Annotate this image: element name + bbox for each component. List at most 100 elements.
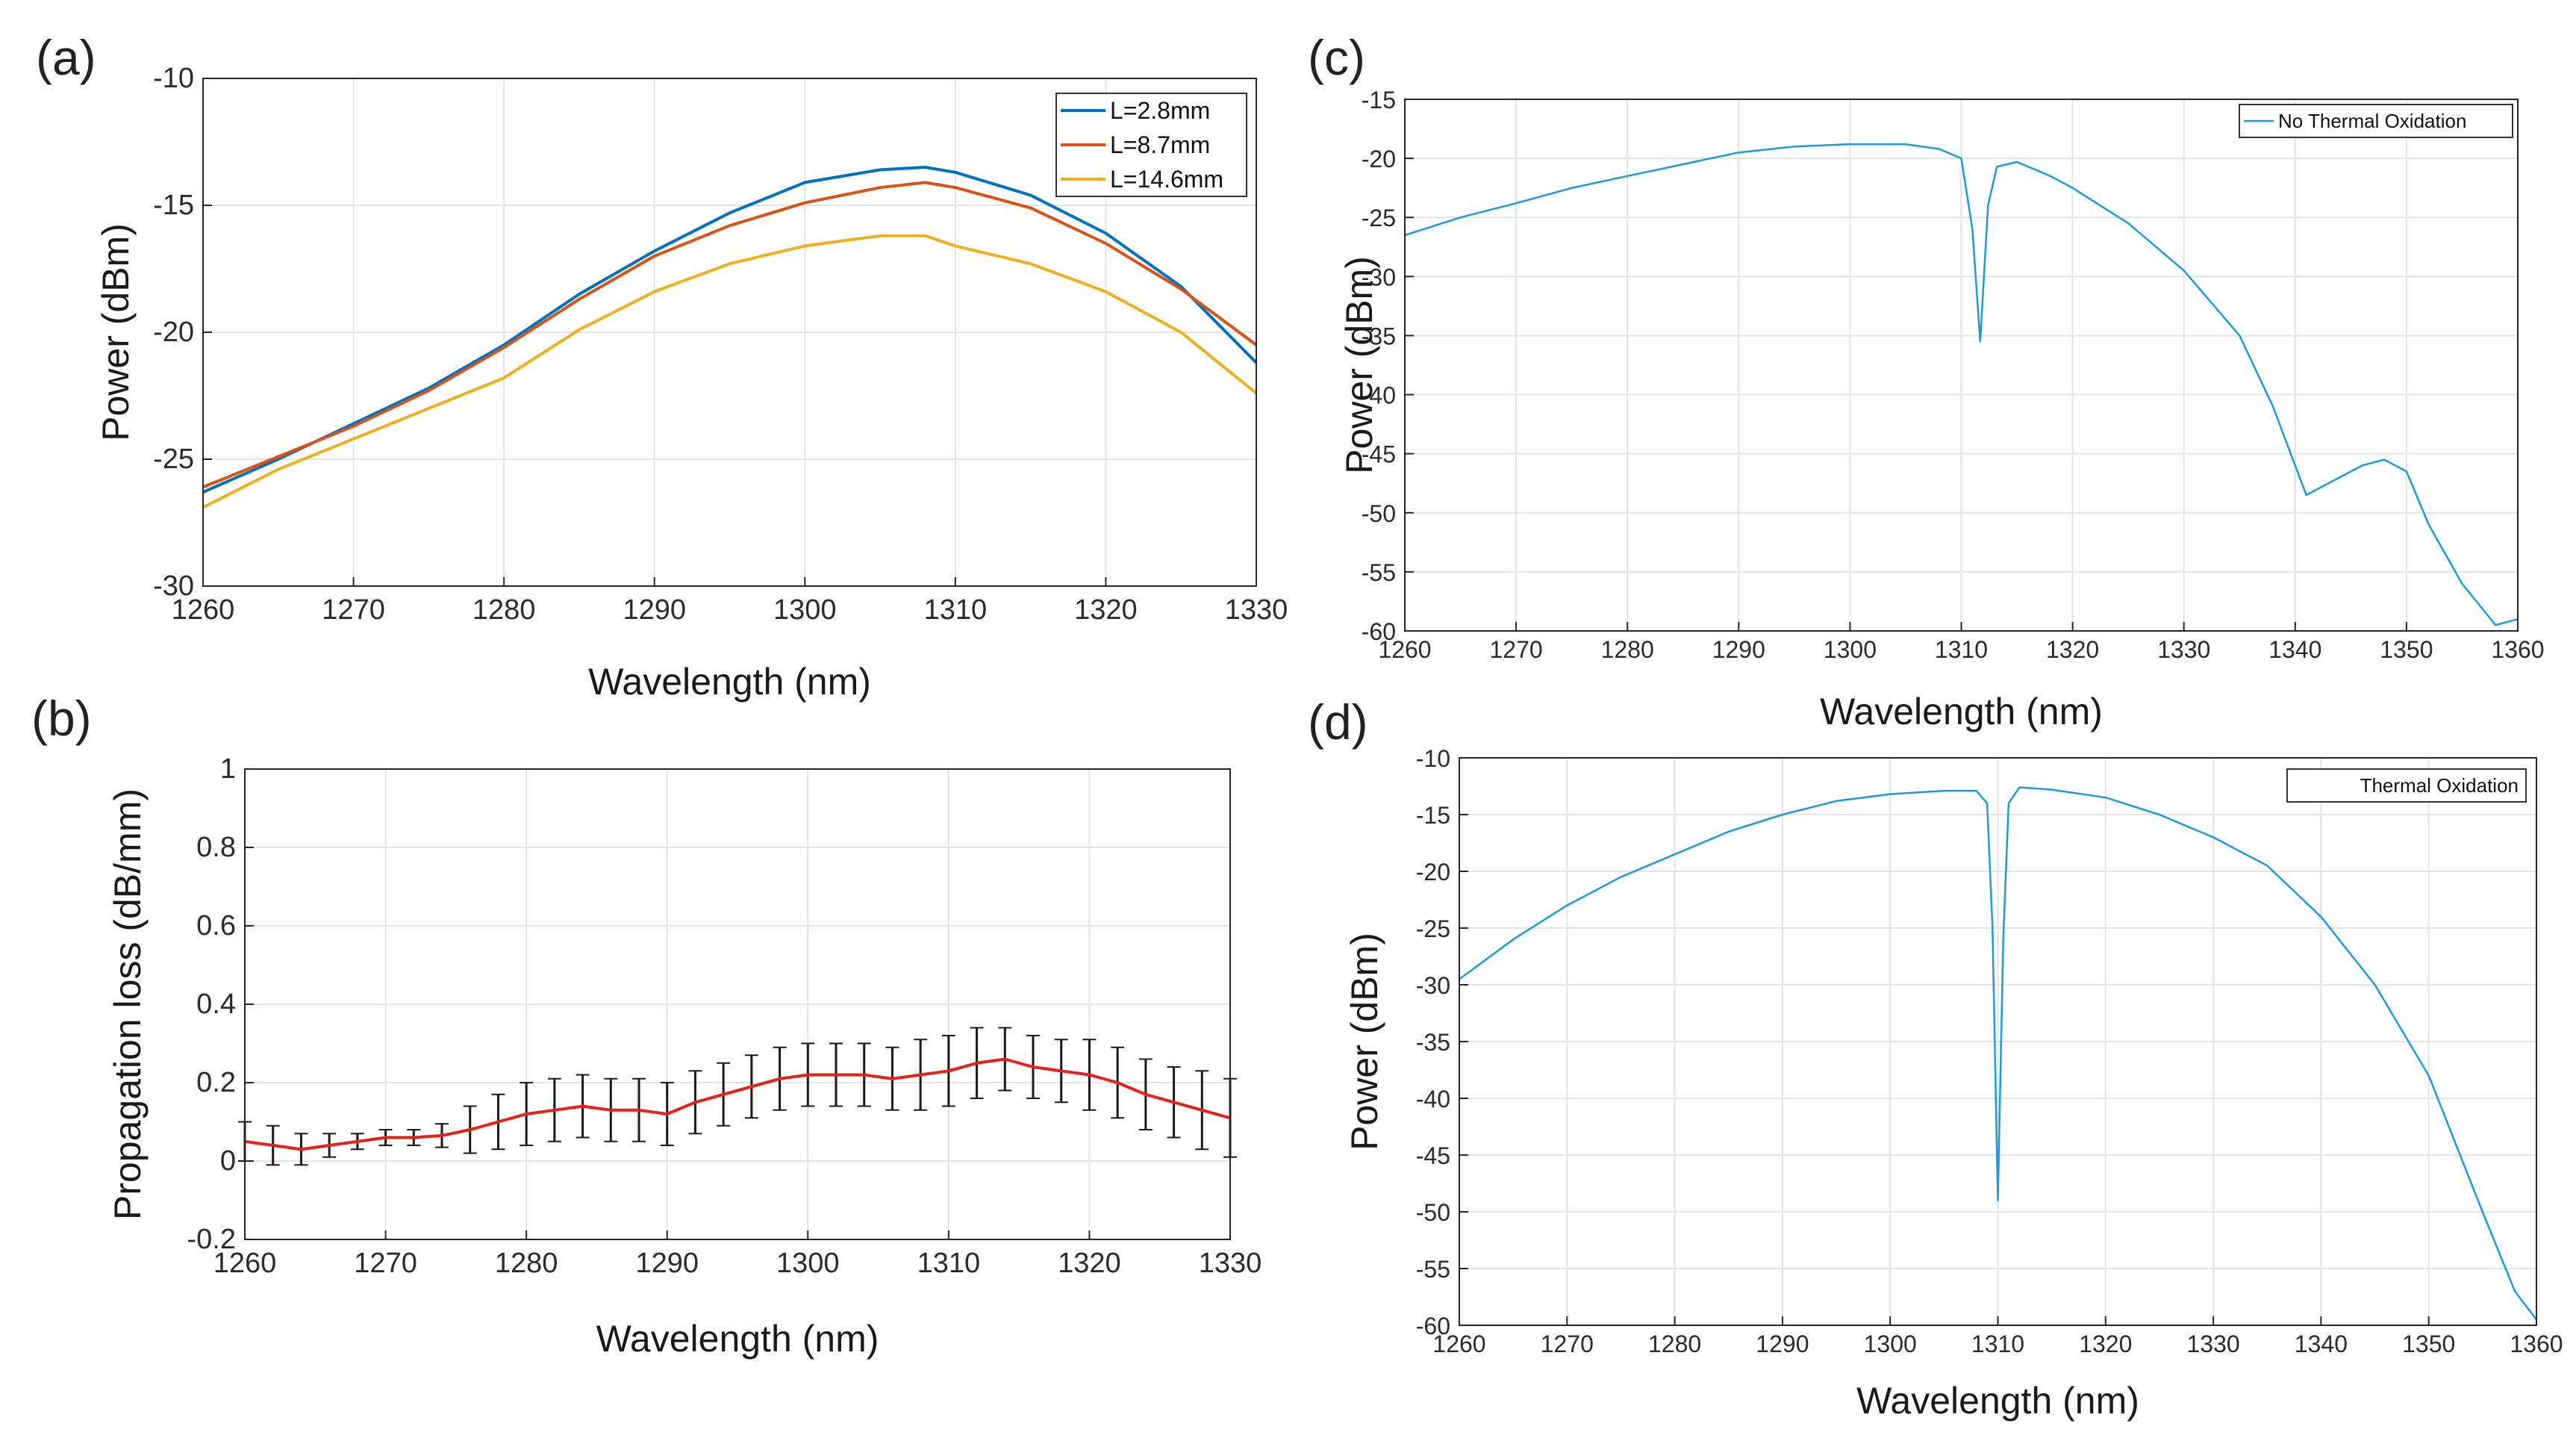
y-tick-label: 0.6 [196,910,236,942]
series-line-3 [202,234,1258,509]
x-tick-label: 1290 [1756,1331,1809,1357]
y-axis-title: Power (dBm) [1344,933,1385,1151]
y-tick-label: -30 [1416,972,1450,999]
x-tick-label: 1320 [1074,594,1138,626]
x-tick-label: 1270 [1541,1331,1594,1357]
y-tick-label: -50 [1416,1199,1450,1226]
y-axis-title: Power (dBm) [1338,256,1380,474]
y-tick-label: -30 [1362,264,1396,290]
panel-d: 1260 1270 1280 1290 1300 1310 1320 1330 1340 1350… [1308,694,2563,1422]
y-tick-label: -55 [1362,559,1396,586]
x-tick-label: 1270 [354,1248,417,1279]
x-tick-label: 1340 [2268,636,2321,663]
y-tick-label: -50 [1362,500,1396,527]
panel-a: 1260 1270 1280 1290 1300 1310 1320 1330 -30 -25 -2… [36,30,1288,703]
x-tick-label: 1290 [1712,636,1765,663]
x-tick-label: 1300 [1824,636,1877,663]
x-axis-title: Wavelength (nm) [1820,691,2103,732]
y-axis-title: Power (dBm) [95,223,137,441]
y-tick-label: -35 [1362,323,1396,349]
x-tick-label: 1290 [623,594,686,626]
y-tick-label: -60 [1362,618,1396,645]
panel-label: (c) [1308,30,1365,85]
y-tick-label: -60 [1416,1313,1450,1339]
y-tick-label: -15 [153,190,194,221]
x-tick-label: 1270 [1490,636,1543,663]
x-tick-label: 1300 [776,1248,840,1279]
y-tick-label: 0 [220,1145,236,1177]
x-tick-label: 1260 [1378,636,1431,663]
y-tick-label: -30 [153,570,194,602]
x-tick-label: 1340 [2295,1331,2348,1357]
x-tick-label: 1310 [924,594,988,626]
x-tick-label: 1280 [495,1248,558,1279]
panel-c: 1260 1270 1280 1290 1300 1310 1320 1330 1340 1350… [1308,30,2545,732]
series-line-1 [244,1057,1231,1151]
y-tick-label: -55 [1416,1256,1450,1283]
y-tick-label: -45 [1416,1142,1450,1169]
x-tick-label: 1260 [172,594,235,626]
x-tick-label: 1350 [2402,1331,2455,1357]
y-tick-label: -25 [153,444,194,475]
y-axis-title: Propagation loss (dB/mm) [107,788,149,1220]
y-tick-label: 0.2 [196,1067,236,1098]
panel-label: (b) [31,691,92,746]
y-tick-label: -45 [1362,441,1396,468]
panel-b: 1260 1270 1280 1290 1300 1310 1320 1330 -0.2 0 0.2… [31,691,1262,1360]
legend-box [2239,104,2513,138]
x-tick-label: 1260 [1432,1331,1485,1357]
y-tick-label: -15 [1362,87,1396,113]
x-tick-label: 1320 [1058,1248,1121,1279]
x-tick-label: 1310 [1971,1331,2024,1357]
x-tick-label: 1330 [1199,1248,1262,1279]
x-tick-label: 1360 [2510,1331,2563,1357]
x-tick-label: 1280 [473,594,536,626]
x-tick-label: 1320 [2046,636,2099,663]
series-line-1 [1404,143,2519,626]
y-tick-label: -10 [1416,745,1450,772]
x-tick-label: 1280 [1601,636,1654,663]
x-tick-label: 1300 [773,594,837,626]
panel-label: (d) [1308,694,1368,750]
x-tick-label: 1290 [635,1248,699,1279]
series-line-2 [202,181,1258,489]
y-tick-label: -25 [1416,915,1450,942]
y-tick-label: -35 [1416,1029,1450,1056]
legend: L=2.8mm L=8.7mm L=14.6mm [1055,93,1247,197]
y-tick-label: 0.4 [196,989,236,1020]
legend-entry: L=14.6mm [1110,166,1223,193]
y-tick-label: -10 [153,63,194,94]
x-tick-label: 1330 [1225,594,1288,626]
y-tick-label: -25 [1362,205,1396,231]
panel-label: (a) [36,30,96,85]
series-line-1 [1459,786,2537,1321]
x-tick-label: 1320 [2079,1331,2132,1357]
y-tick-label: 1 [220,753,236,785]
y-tick-label: -15 [1416,802,1450,829]
x-tick-label: 1330 [2157,636,2210,663]
x-tick-label: 1330 [2187,1331,2240,1357]
x-tick-label: 1270 [322,594,385,626]
x-tick-label: 1360 [2491,636,2544,663]
x-tick-label: 1350 [2380,636,2433,663]
y-tick-label: -0.2 [187,1224,236,1255]
legend-entry: No Thermal Oxidation [2278,110,2466,132]
x-tick-label: 1300 [1864,1331,1917,1357]
x-tick-label: 1310 [1935,636,1988,663]
y-tick-label: -40 [1416,1086,1450,1113]
y-tick-label: 0.8 [196,832,236,863]
y-tick-label: -20 [1416,859,1450,886]
legend-box [2286,768,2527,803]
x-axis-title: Wavelength (nm) [1856,1380,2139,1422]
legend-entry: L=2.8mm [1110,97,1210,124]
legend-entry: Thermal Oxidation [2360,774,2519,797]
y-tick-label: -20 [153,317,194,348]
x-tick-label: 1260 [213,1248,277,1279]
series-line-1 [202,166,1258,494]
x-axis-title: Wavelength (nm) [588,661,871,703]
y-tick-label: -20 [1362,146,1396,172]
legend-entry: L=8.7mm [1110,131,1210,158]
legend: No Thermal Oxidation [2239,104,2513,138]
x-axis-title: Wavelength (nm) [596,1318,879,1360]
